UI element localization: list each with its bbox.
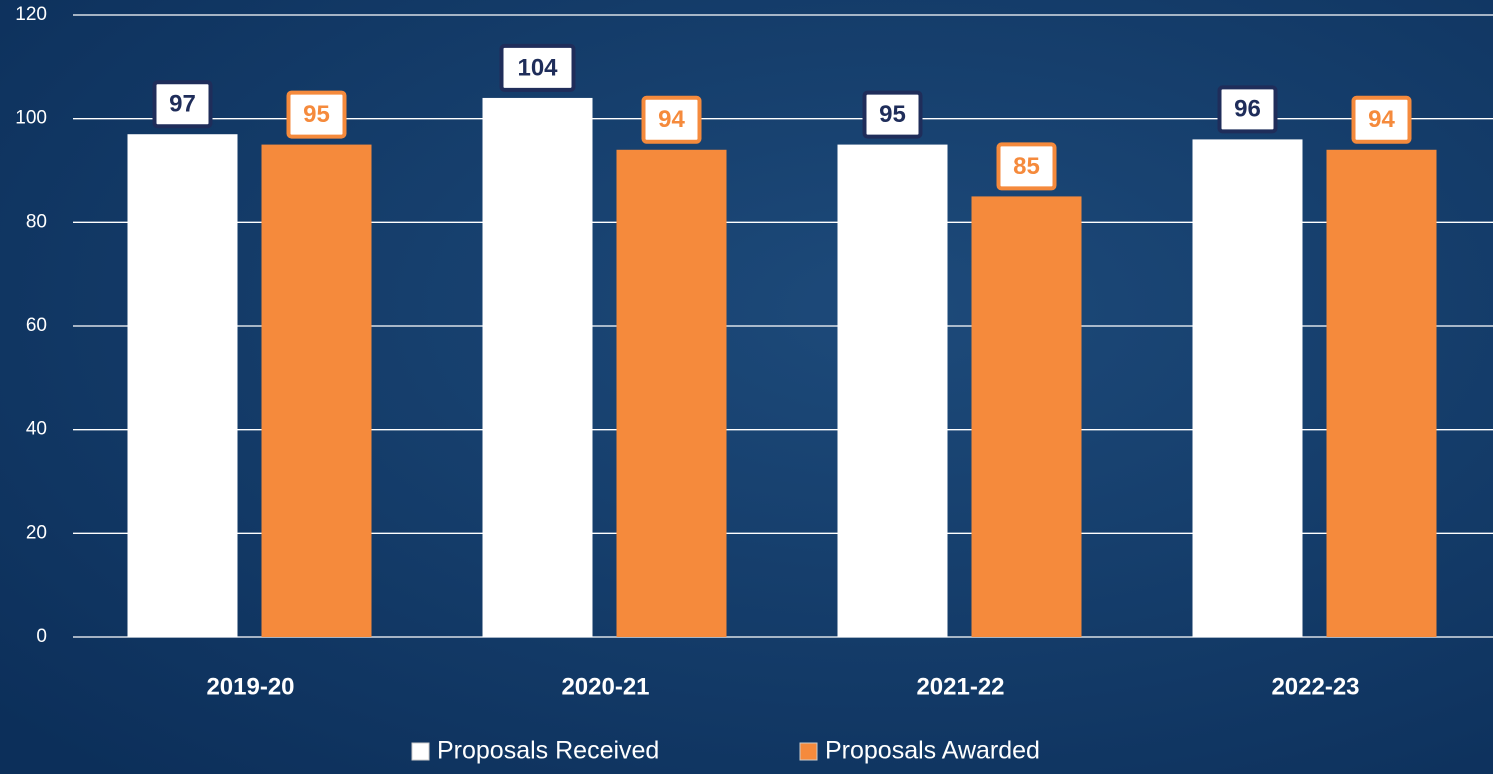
x-tick-label: 2020-21: [561, 673, 649, 700]
value-label: 94: [1368, 106, 1395, 133]
legend-swatch: [412, 743, 429, 760]
bar: [838, 145, 948, 637]
value-label: 94: [658, 106, 685, 133]
legend-label: Proposals Awarded: [825, 737, 1040, 765]
bar: [972, 196, 1082, 637]
x-tick-label: 2019-20: [206, 673, 294, 700]
legend-label: Proposals Received: [437, 737, 659, 765]
bar: [1193, 139, 1303, 637]
y-tick-label: 0: [36, 626, 47, 647]
value-label: 95: [303, 101, 330, 128]
x-tick-label: 2021-22: [916, 673, 1004, 700]
chart: 0 20 40 60 80 100 120 2019-20 97 95 2020-21 104 94 20…: [0, 0, 1493, 774]
value-label: 97: [169, 91, 196, 118]
bar: [1327, 150, 1437, 637]
bar: [483, 98, 593, 637]
x-tick-label: 2022-23: [1271, 673, 1359, 700]
value-label: 85: [1013, 153, 1040, 180]
y-tick-label: 60: [26, 315, 47, 336]
page: {"chart_data": {"type": "bar", "categori…: [0, 0, 1493, 774]
legend-swatch: [800, 743, 817, 760]
y-tick-label: 20: [26, 522, 47, 543]
value-label: 96: [1234, 96, 1261, 123]
y-tick-label: 100: [15, 108, 47, 129]
value-label: 95: [879, 101, 906, 128]
bar: [128, 134, 238, 637]
bar: [262, 145, 372, 637]
y-tick-label: 80: [26, 211, 47, 232]
bar: [617, 150, 727, 637]
y-tick-label: 40: [26, 419, 47, 440]
value-label: 104: [517, 54, 558, 81]
y-tick-label: 120: [15, 4, 47, 25]
